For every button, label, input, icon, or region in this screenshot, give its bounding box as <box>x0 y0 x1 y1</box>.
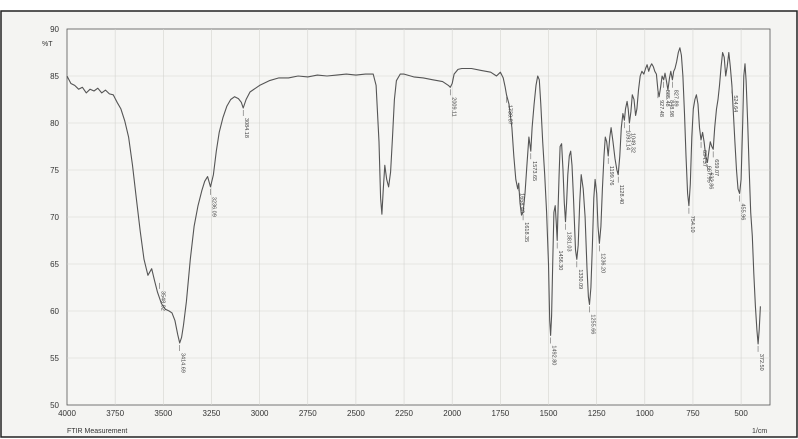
peak-label: 754.10 <box>689 216 695 233</box>
peak-label: 1456.30 <box>557 250 563 270</box>
x-tick-label: 750 <box>686 409 700 418</box>
peak-label: 1255.66 <box>589 314 595 334</box>
peak-label: 2009.11 <box>450 97 456 116</box>
peak-label: 1573.65 <box>531 161 537 181</box>
peak-label: 1381.03 <box>566 232 572 252</box>
peak-labels: 3548.02 3414.69 3236.09 3084.18 2009.11 1739.… <box>159 81 764 373</box>
x-tick-label: 3750 <box>106 409 124 418</box>
x-axis-unit: 1/cm <box>752 428 767 435</box>
peak-label: 632.86 <box>707 173 713 190</box>
peak-label: 3414.69 <box>180 353 186 373</box>
peak-label: 827.89 <box>672 90 678 107</box>
peak-label: 659.07 <box>713 159 719 176</box>
x-tick-label: 4000 <box>58 409 76 418</box>
y-tick-label: 60 <box>50 307 59 316</box>
y-axis-label: %T <box>42 41 53 48</box>
x-tick-label: 2250 <box>395 409 413 418</box>
peak-label: 1128.40 <box>618 185 624 204</box>
x-tick-label: 500 <box>734 409 748 418</box>
peak-label: 1739.87 <box>507 105 513 125</box>
x-tick-label: 1500 <box>540 409 558 418</box>
peak-label: 1049.32 <box>629 133 635 153</box>
x-tick-label: 1250 <box>588 409 606 418</box>
peak-label: 3548.02 <box>159 291 165 311</box>
peak-label: 1658.48 <box>519 193 525 213</box>
peak-label: 524.64 <box>732 95 738 112</box>
y-tick-label: 75 <box>50 166 59 175</box>
peak-label: 1330.09 <box>577 269 583 289</box>
peak-label: 885.48 <box>664 90 670 107</box>
tick-labels: 50 55 60 65 70 75 80 85 90 4000 3750 3500 3250 3000 27… <box>50 25 748 418</box>
x-tick-label: 2000 <box>443 409 461 418</box>
peak-label: 667.95 <box>706 166 712 183</box>
x-tick-label: 3250 <box>203 409 221 418</box>
spectrum-series <box>66 47 761 345</box>
y-tick-label: 55 <box>50 354 59 363</box>
x-tick-label: 3500 <box>154 409 172 418</box>
y-tick-label: 65 <box>50 260 59 269</box>
y-tick-label: 50 <box>50 401 59 410</box>
peak-label: 1618.35 <box>523 222 529 242</box>
x-tick-label: 2750 <box>299 409 317 418</box>
peak-label: 372.50 <box>758 354 764 371</box>
y-tick-label: 85 <box>50 72 59 81</box>
peak-label: 848.98 <box>668 100 674 117</box>
peak-label: 3236.09 <box>210 197 216 217</box>
spectrum-line <box>66 47 761 345</box>
x-tick-label: 2500 <box>347 409 365 418</box>
peak-label: 927.48 <box>658 100 664 117</box>
y-tick-label: 90 <box>50 25 59 34</box>
x-tick-label: 1750 <box>491 409 509 418</box>
chart-footer: FTIR Measurement <box>67 428 127 435</box>
peak-label: 1199.76 <box>608 166 614 185</box>
y-tick-label: 80 <box>50 119 59 128</box>
x-tick-label: 3000 <box>251 409 269 418</box>
peak-label: 1093.14 <box>624 130 630 150</box>
peak-label: 694.37 <box>701 150 707 167</box>
peak-label: 1492.80 <box>551 345 557 365</box>
peak-label: 1236.20 <box>599 253 605 273</box>
peak-label: 455.96 <box>740 203 746 220</box>
x-tick-label: 1000 <box>636 409 654 418</box>
grid-lines <box>67 29 770 405</box>
y-tick-label: 70 <box>50 213 59 222</box>
peak-label: 3084.18 <box>243 118 249 138</box>
